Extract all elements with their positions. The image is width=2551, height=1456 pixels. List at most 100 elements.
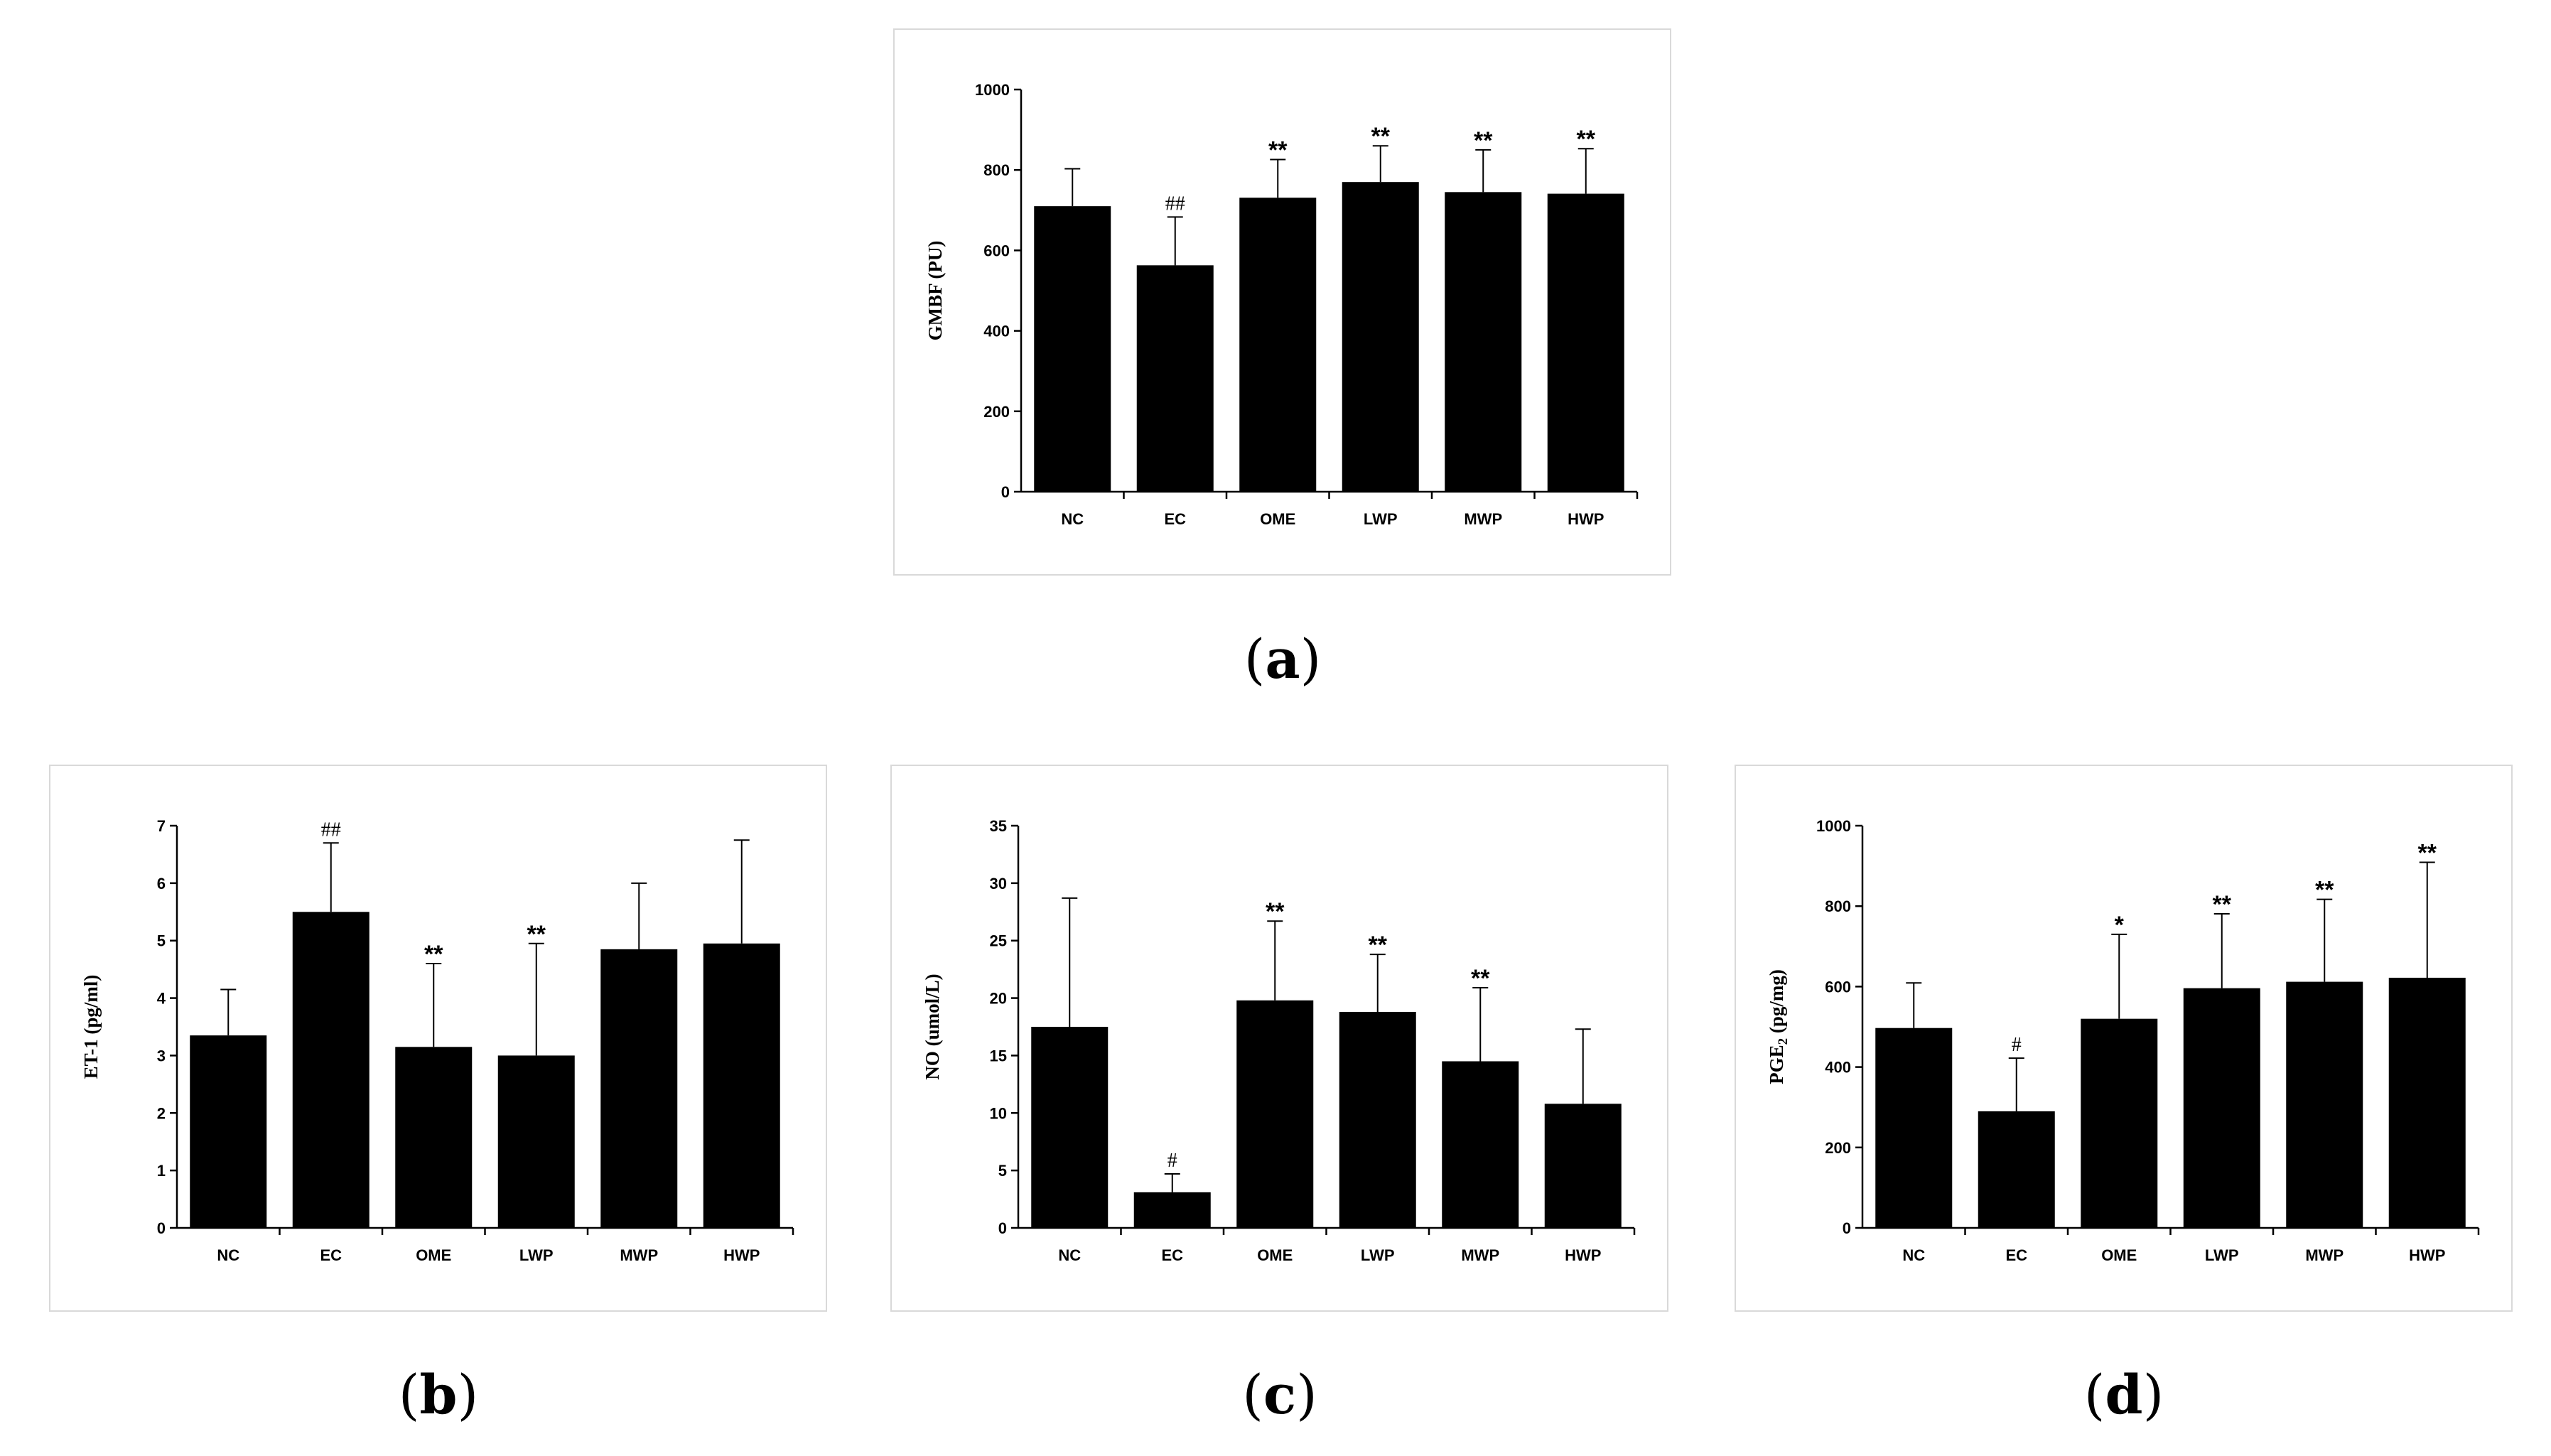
bar-hwp bbox=[1547, 193, 1624, 492]
chart-panel-c: 0 5 10 15 20 25 30 35 NO (umol/L) NC EC # OME ** LWP **… bbox=[890, 765, 1668, 1312]
bar-ome bbox=[1239, 198, 1317, 492]
bar-mwp bbox=[1445, 192, 1522, 492]
bar-lwp bbox=[497, 1055, 575, 1228]
bar-ec bbox=[1978, 1111, 2055, 1228]
bar-hwp bbox=[2388, 977, 2466, 1228]
bar-ec bbox=[292, 912, 370, 1228]
significance-label: ** bbox=[1577, 126, 1596, 153]
y-tick-label: 800 bbox=[983, 161, 1010, 179]
significance-label: ** bbox=[2213, 891, 2232, 918]
significance-label: ** bbox=[2315, 877, 2334, 904]
bar-ec bbox=[1133, 1192, 1211, 1228]
x-tick-label: NC bbox=[1058, 1246, 1081, 1264]
bar-lwp bbox=[1339, 1011, 1416, 1228]
y-axis-title: GMBF (PU) bbox=[924, 241, 946, 341]
y-tick-label: 2 bbox=[157, 1104, 166, 1122]
bar-ec bbox=[1136, 265, 1214, 492]
chart-panel-d: 0 200 400 600 800 1000 PGE2 (pg/mg) NC EC # OME * LW… bbox=[1735, 765, 2513, 1312]
x-tick-label: OME bbox=[1257, 1246, 1293, 1264]
x-tick-label: NC bbox=[1061, 510, 1084, 528]
x-tick-label: EC bbox=[320, 1246, 342, 1264]
bar-lwp bbox=[1342, 182, 1419, 492]
x-tick-label: OME bbox=[1260, 510, 1295, 528]
significance-label: ** bbox=[1266, 898, 1285, 925]
y-tick-label: 5 bbox=[157, 932, 166, 950]
y-tick-label: 1000 bbox=[1816, 817, 1851, 835]
y-tick-label: 0 bbox=[157, 1219, 166, 1237]
y-axis-title-main: ET-1 (pg/ml) bbox=[80, 975, 102, 1079]
y-tick-label: 200 bbox=[983, 403, 1010, 421]
x-tick-label: MWP bbox=[1464, 510, 1502, 528]
caption-b: (b) bbox=[398, 1363, 479, 1426]
significance-label: ** bbox=[527, 921, 546, 948]
y-axis-title-main: NO (umol/L) bbox=[922, 974, 943, 1079]
y-tick-label: 200 bbox=[1825, 1139, 1851, 1157]
y-tick-label: 20 bbox=[990, 990, 1007, 1008]
chart-b: 0 1 2 3 4 5 6 7 ET-1 (pg/ml) NC EC ## OME ** LWP ** MWP H… bbox=[80, 817, 794, 1264]
y-tick-label: 3 bbox=[157, 1047, 166, 1064]
y-tick-label: 25 bbox=[990, 932, 1007, 950]
x-tick-label: NC bbox=[217, 1246, 239, 1264]
chart-d: 0 200 400 600 800 1000 PGE2 (pg/mg) NC EC # OME * LW… bbox=[1766, 817, 2480, 1264]
x-tick-label: LWP bbox=[2205, 1246, 2239, 1264]
x-tick-label: LWP bbox=[1361, 1246, 1395, 1264]
caption-c-letter: c bbox=[1263, 1363, 1297, 1426]
bar-ome bbox=[1236, 1000, 1314, 1228]
caption-a: (a) bbox=[1244, 627, 1322, 691]
y-tick-label: 7 bbox=[157, 817, 166, 835]
x-tick-label: LWP bbox=[519, 1246, 554, 1264]
y-tick-label: 400 bbox=[983, 323, 1010, 340]
y-tick-label: 600 bbox=[983, 242, 1010, 259]
y-tick-label: 0 bbox=[1843, 1219, 1851, 1237]
x-tick-label: OME bbox=[416, 1246, 451, 1264]
bar-nc bbox=[1875, 1028, 1953, 1228]
y-axis-title: PGE2 (pg/mg) bbox=[1766, 969, 1791, 1084]
x-tick-label: HWP bbox=[1565, 1246, 1601, 1264]
y-tick-label: 800 bbox=[1825, 897, 1851, 915]
bar-nc bbox=[190, 1035, 267, 1228]
x-tick-label: HWP bbox=[723, 1246, 760, 1264]
x-tick-label: EC bbox=[2005, 1246, 2027, 1264]
y-tick-label: 0 bbox=[998, 1219, 1007, 1237]
x-tick-label: MWP bbox=[2305, 1246, 2344, 1264]
x-tick-label: EC bbox=[1161, 1246, 1183, 1264]
y-axis-title-subscript: 2 bbox=[1776, 1038, 1791, 1045]
y-tick-label: 1000 bbox=[975, 81, 1010, 99]
y-tick-label: 4 bbox=[157, 990, 166, 1008]
y-tick-label: 600 bbox=[1825, 978, 1851, 996]
chart-panel-a: 0 200 400 600 800 1000 GMBF (PU) NC EC ## OME ** LWP… bbox=[893, 28, 1671, 576]
bar-mwp bbox=[2286, 981, 2363, 1228]
chart-a: 0 200 400 600 800 1000 GMBF (PU) NC EC ## OME ** LWP… bbox=[924, 81, 1639, 528]
y-axis-title: ET-1 (pg/ml) bbox=[80, 975, 102, 1079]
bar-nc bbox=[1031, 1027, 1109, 1228]
significance-label: ** bbox=[424, 941, 443, 968]
bar-ome bbox=[395, 1047, 473, 1228]
x-tick-label: HWP bbox=[1568, 510, 1604, 528]
y-tick-label: 15 bbox=[990, 1047, 1007, 1064]
x-tick-label: OME bbox=[2101, 1246, 2137, 1264]
caption-d: (d) bbox=[2083, 1363, 2164, 1426]
y-axis-title-main: GMBF (PU) bbox=[924, 241, 946, 341]
significance-label: * bbox=[2115, 912, 2125, 939]
significance-label: # bbox=[1167, 1150, 1177, 1172]
y-tick-label: 10 bbox=[990, 1104, 1007, 1122]
significance-label: ** bbox=[1268, 136, 1288, 163]
significance-label: ** bbox=[1369, 932, 1388, 959]
x-tick-label: LWP bbox=[1364, 510, 1398, 528]
significance-label: ** bbox=[2418, 840, 2437, 867]
x-tick-label: EC bbox=[1164, 510, 1186, 528]
significance-label: ** bbox=[1371, 123, 1391, 150]
y-axis-title-suffix: (pg/mg) bbox=[1766, 969, 1787, 1038]
bar-mwp bbox=[1442, 1061, 1519, 1228]
bar-lwp bbox=[2183, 988, 2260, 1228]
bar-nc bbox=[1034, 206, 1111, 492]
caption-c: (c) bbox=[1242, 1363, 1317, 1426]
significance-label: # bbox=[2012, 1034, 2022, 1056]
y-tick-label: 6 bbox=[157, 875, 166, 893]
caption-b-letter: b bbox=[419, 1363, 458, 1426]
x-tick-label: MWP bbox=[1461, 1246, 1499, 1264]
bar-hwp bbox=[703, 943, 780, 1228]
y-tick-label: 35 bbox=[990, 817, 1007, 835]
y-tick-label: 30 bbox=[990, 875, 1007, 893]
significance-label: ## bbox=[321, 819, 341, 841]
